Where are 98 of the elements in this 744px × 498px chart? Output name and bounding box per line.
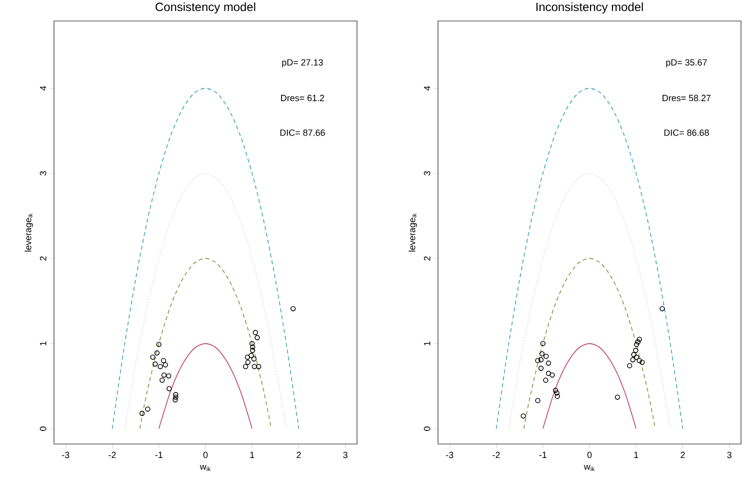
point bbox=[140, 410, 145, 416]
point bbox=[243, 364, 248, 370]
point bbox=[627, 363, 632, 368]
y-axis-title: leverage$_{ik}$ bbox=[24, 213, 34, 252]
point bbox=[250, 340, 255, 346]
annotation: DIC= 86.68 bbox=[664, 129, 709, 136]
annotation: pD= 27.13 bbox=[282, 59, 323, 68]
point bbox=[554, 390, 560, 396]
y-tick-label: 3 bbox=[424, 171, 430, 176]
point bbox=[156, 342, 162, 348]
x-axis-title: w$_{ik}$ bbox=[200, 464, 211, 471]
y-tick-label: 0 bbox=[40, 426, 46, 431]
point bbox=[640, 360, 645, 365]
y-axis-title: leverage$_{ik}$ bbox=[408, 213, 418, 252]
line-series bbox=[523, 258, 656, 430]
y-tick-label: 0 bbox=[424, 426, 430, 431]
y-tick-label: 4 bbox=[424, 86, 430, 91]
point bbox=[546, 360, 552, 366]
point bbox=[172, 397, 178, 402]
point bbox=[161, 372, 167, 378]
point bbox=[252, 364, 258, 370]
point bbox=[535, 398, 540, 404]
point bbox=[150, 354, 156, 360]
point bbox=[166, 386, 172, 392]
chart-title: Inconsistency model bbox=[536, 2, 643, 14]
point bbox=[635, 339, 641, 344]
x-tick-label: 0 bbox=[587, 452, 592, 458]
point bbox=[538, 357, 544, 362]
x-tick-label: 1 bbox=[250, 452, 254, 458]
x-tick-label: -2 bbox=[492, 452, 500, 458]
point bbox=[160, 358, 166, 364]
point bbox=[550, 372, 555, 378]
point bbox=[538, 366, 544, 371]
point bbox=[660, 306, 665, 312]
point bbox=[552, 388, 558, 393]
point bbox=[162, 362, 168, 368]
x-tick-label: -3 bbox=[446, 452, 454, 458]
point bbox=[535, 358, 540, 364]
point bbox=[290, 306, 296, 312]
x-tick-label: 3 bbox=[727, 452, 732, 458]
point bbox=[540, 340, 546, 346]
x-tick-label: 3 bbox=[343, 452, 348, 458]
point bbox=[244, 354, 250, 360]
point bbox=[160, 378, 165, 383]
point bbox=[634, 354, 640, 360]
point bbox=[630, 357, 636, 362]
point bbox=[520, 413, 526, 419]
x-tick-label: -1 bbox=[539, 452, 546, 458]
point bbox=[173, 394, 178, 400]
point bbox=[154, 350, 160, 356]
point bbox=[173, 392, 178, 398]
point bbox=[554, 394, 560, 399]
x-tick-label: 2 bbox=[680, 452, 685, 458]
point bbox=[633, 348, 638, 353]
x-tick-label: 0 bbox=[203, 452, 208, 458]
point bbox=[256, 364, 262, 370]
point bbox=[251, 356, 257, 362]
chart-title: Consistency model bbox=[156, 2, 256, 14]
x-tick-label: 2 bbox=[296, 452, 301, 458]
line-series bbox=[158, 343, 253, 430]
point bbox=[546, 370, 552, 376]
annotation: pD= 35.67 bbox=[666, 59, 707, 68]
y-tick-label: 2 bbox=[40, 256, 46, 260]
point bbox=[631, 352, 636, 358]
y-tick-label: 1 bbox=[40, 342, 46, 346]
point bbox=[250, 348, 256, 353]
point bbox=[636, 358, 642, 364]
point bbox=[245, 360, 251, 365]
line-series bbox=[542, 343, 637, 430]
point bbox=[158, 364, 163, 370]
point bbox=[543, 378, 548, 383]
line-series bbox=[508, 172, 671, 430]
y-tick-label: 3 bbox=[40, 171, 46, 176]
point bbox=[614, 394, 620, 400]
x-tick-label: -3 bbox=[62, 452, 70, 458]
point bbox=[145, 406, 150, 412]
point bbox=[254, 335, 260, 340]
y-tick-label: 2 bbox=[424, 256, 430, 260]
x-tick-label: 1 bbox=[634, 452, 638, 458]
annotation: Dres= 58.27 bbox=[662, 94, 711, 102]
x-tick-label: -2 bbox=[108, 452, 116, 458]
point bbox=[252, 330, 258, 336]
y-tick-label: 1 bbox=[424, 342, 430, 346]
point bbox=[634, 342, 640, 348]
point bbox=[166, 373, 172, 378]
line-series bbox=[124, 172, 287, 430]
point bbox=[636, 336, 642, 342]
annotation: DIC= 87.66 bbox=[280, 129, 325, 136]
x-axis-title: w$_{ik}$ bbox=[584, 464, 595, 471]
point bbox=[544, 354, 549, 359]
point bbox=[248, 352, 254, 358]
point bbox=[250, 344, 256, 350]
line-series bbox=[139, 258, 272, 430]
point bbox=[539, 351, 545, 356]
point bbox=[152, 361, 158, 367]
x-tick-label: -1 bbox=[155, 452, 162, 458]
annotation: Dres= 61.2 bbox=[281, 94, 324, 102]
y-tick-label: 4 bbox=[40, 86, 46, 91]
